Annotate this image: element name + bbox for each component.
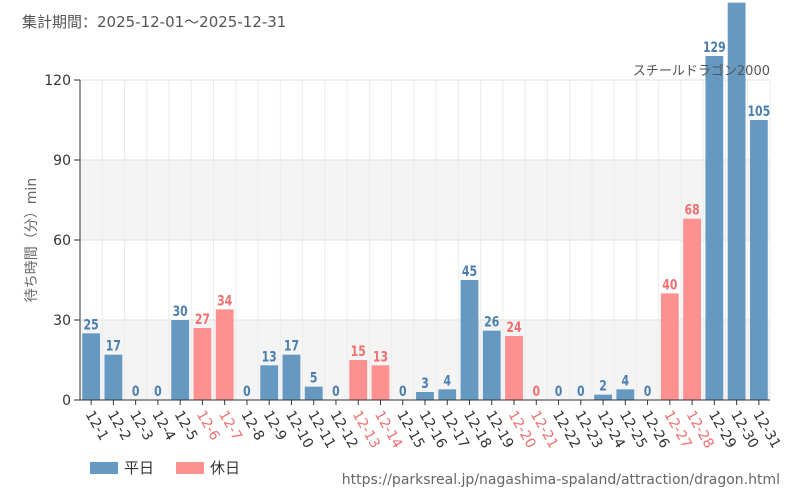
data-label-12-14: 13 (373, 348, 388, 365)
legend: 平日 休日 (90, 457, 240, 478)
data-label-12-8: 0 (243, 383, 251, 400)
data-label-12-11: 5 (310, 369, 318, 386)
data-label-12-29: 129 (703, 39, 726, 56)
y-tick-label: 120 (44, 73, 71, 89)
data-label-12-21: 0 (532, 383, 540, 400)
data-label-12-17: 4 (443, 372, 451, 389)
bar-12-9 (260, 365, 279, 400)
data-label-12-7: 34 (217, 292, 232, 309)
period-title: 集計期間：2025-12-01～2025-12-31 (22, 13, 287, 31)
data-label-12-2: 17 (106, 337, 121, 354)
data-label-12-15: 0 (399, 383, 407, 400)
grid-band (80, 80, 770, 160)
data-label-12-12: 0 (332, 383, 340, 400)
bar-12-14 (371, 365, 390, 400)
bar-12-27 (660, 293, 679, 400)
data-label-12-26: 0 (644, 383, 652, 400)
data-label-12-9: 13 (262, 348, 277, 365)
axes: 030609012012-112-212-312-412-512-612-712… (44, 73, 783, 451)
y-tick-label: 60 (53, 233, 71, 249)
bar-12-5 (171, 320, 190, 400)
bar-12-24 (594, 394, 612, 400)
data-label-12-16: 3 (421, 375, 429, 392)
bar-12-17 (438, 389, 457, 400)
bar-12-6 (193, 328, 212, 400)
legend-holiday: 休日 (176, 457, 240, 478)
grid-band (80, 240, 770, 320)
y-axis-label: 待ち時間（分）min (24, 178, 40, 302)
bar-12-10 (282, 354, 301, 400)
data-label-12-19: 26 (484, 313, 499, 330)
legend-holiday-label: 休日 (210, 459, 241, 477)
legend-weekday-label: 平日 (124, 459, 155, 477)
bar-12-29 (705, 56, 724, 400)
data-label-12-6: 27 (195, 311, 210, 328)
bar-12-20 (505, 336, 523, 400)
data-label-12-3: 0 (132, 383, 140, 400)
data-label-12-1: 25 (84, 316, 99, 333)
data-label-12-22: 0 (555, 383, 563, 400)
data-label-12-5: 30 (173, 303, 188, 320)
bar-12-19 (482, 330, 501, 400)
bar-12-28 (683, 218, 701, 400)
grid (79, 79, 771, 401)
data-label-12-24: 2 (599, 377, 607, 394)
data-label-12-25: 4 (622, 372, 630, 389)
data-label-12-31: 105 (747, 103, 770, 120)
bar-12-2 (104, 354, 123, 400)
y-tick-label: 90 (53, 153, 71, 169)
data-label-12-18: 45 (462, 263, 477, 280)
bar-12-16 (416, 392, 434, 400)
legend-weekday: 平日 (90, 457, 154, 478)
bar-12-11 (304, 386, 323, 400)
data-label-12-4: 0 (154, 383, 162, 400)
series-name-label: スチールドラゴン2000 (633, 63, 770, 79)
bar-12-31 (749, 120, 768, 400)
bar-12-1 (82, 333, 101, 400)
data-label-12-10: 17 (284, 337, 299, 354)
data-label-12-27: 40 (662, 276, 677, 293)
bars (82, 2, 768, 401)
bar-12-18 (460, 280, 479, 400)
bar-12-13 (349, 360, 368, 400)
data-label-12-23: 0 (577, 383, 585, 400)
weekday-swatch (90, 461, 118, 474)
bar-12-30 (727, 2, 746, 401)
bar-12-7 (215, 309, 234, 400)
grid-band (80, 160, 770, 240)
source-url: https://parksreal.jp/nagashima-spaland/a… (341, 472, 780, 488)
y-tick-label: 0 (62, 393, 71, 409)
data-label-12-13: 15 (351, 343, 366, 360)
data-label-12-20: 24 (506, 319, 521, 336)
y-tick-label: 30 (53, 313, 71, 329)
holiday-swatch (176, 461, 205, 474)
bar-12-25 (616, 389, 635, 400)
data-label-12-28: 68 (684, 201, 699, 218)
